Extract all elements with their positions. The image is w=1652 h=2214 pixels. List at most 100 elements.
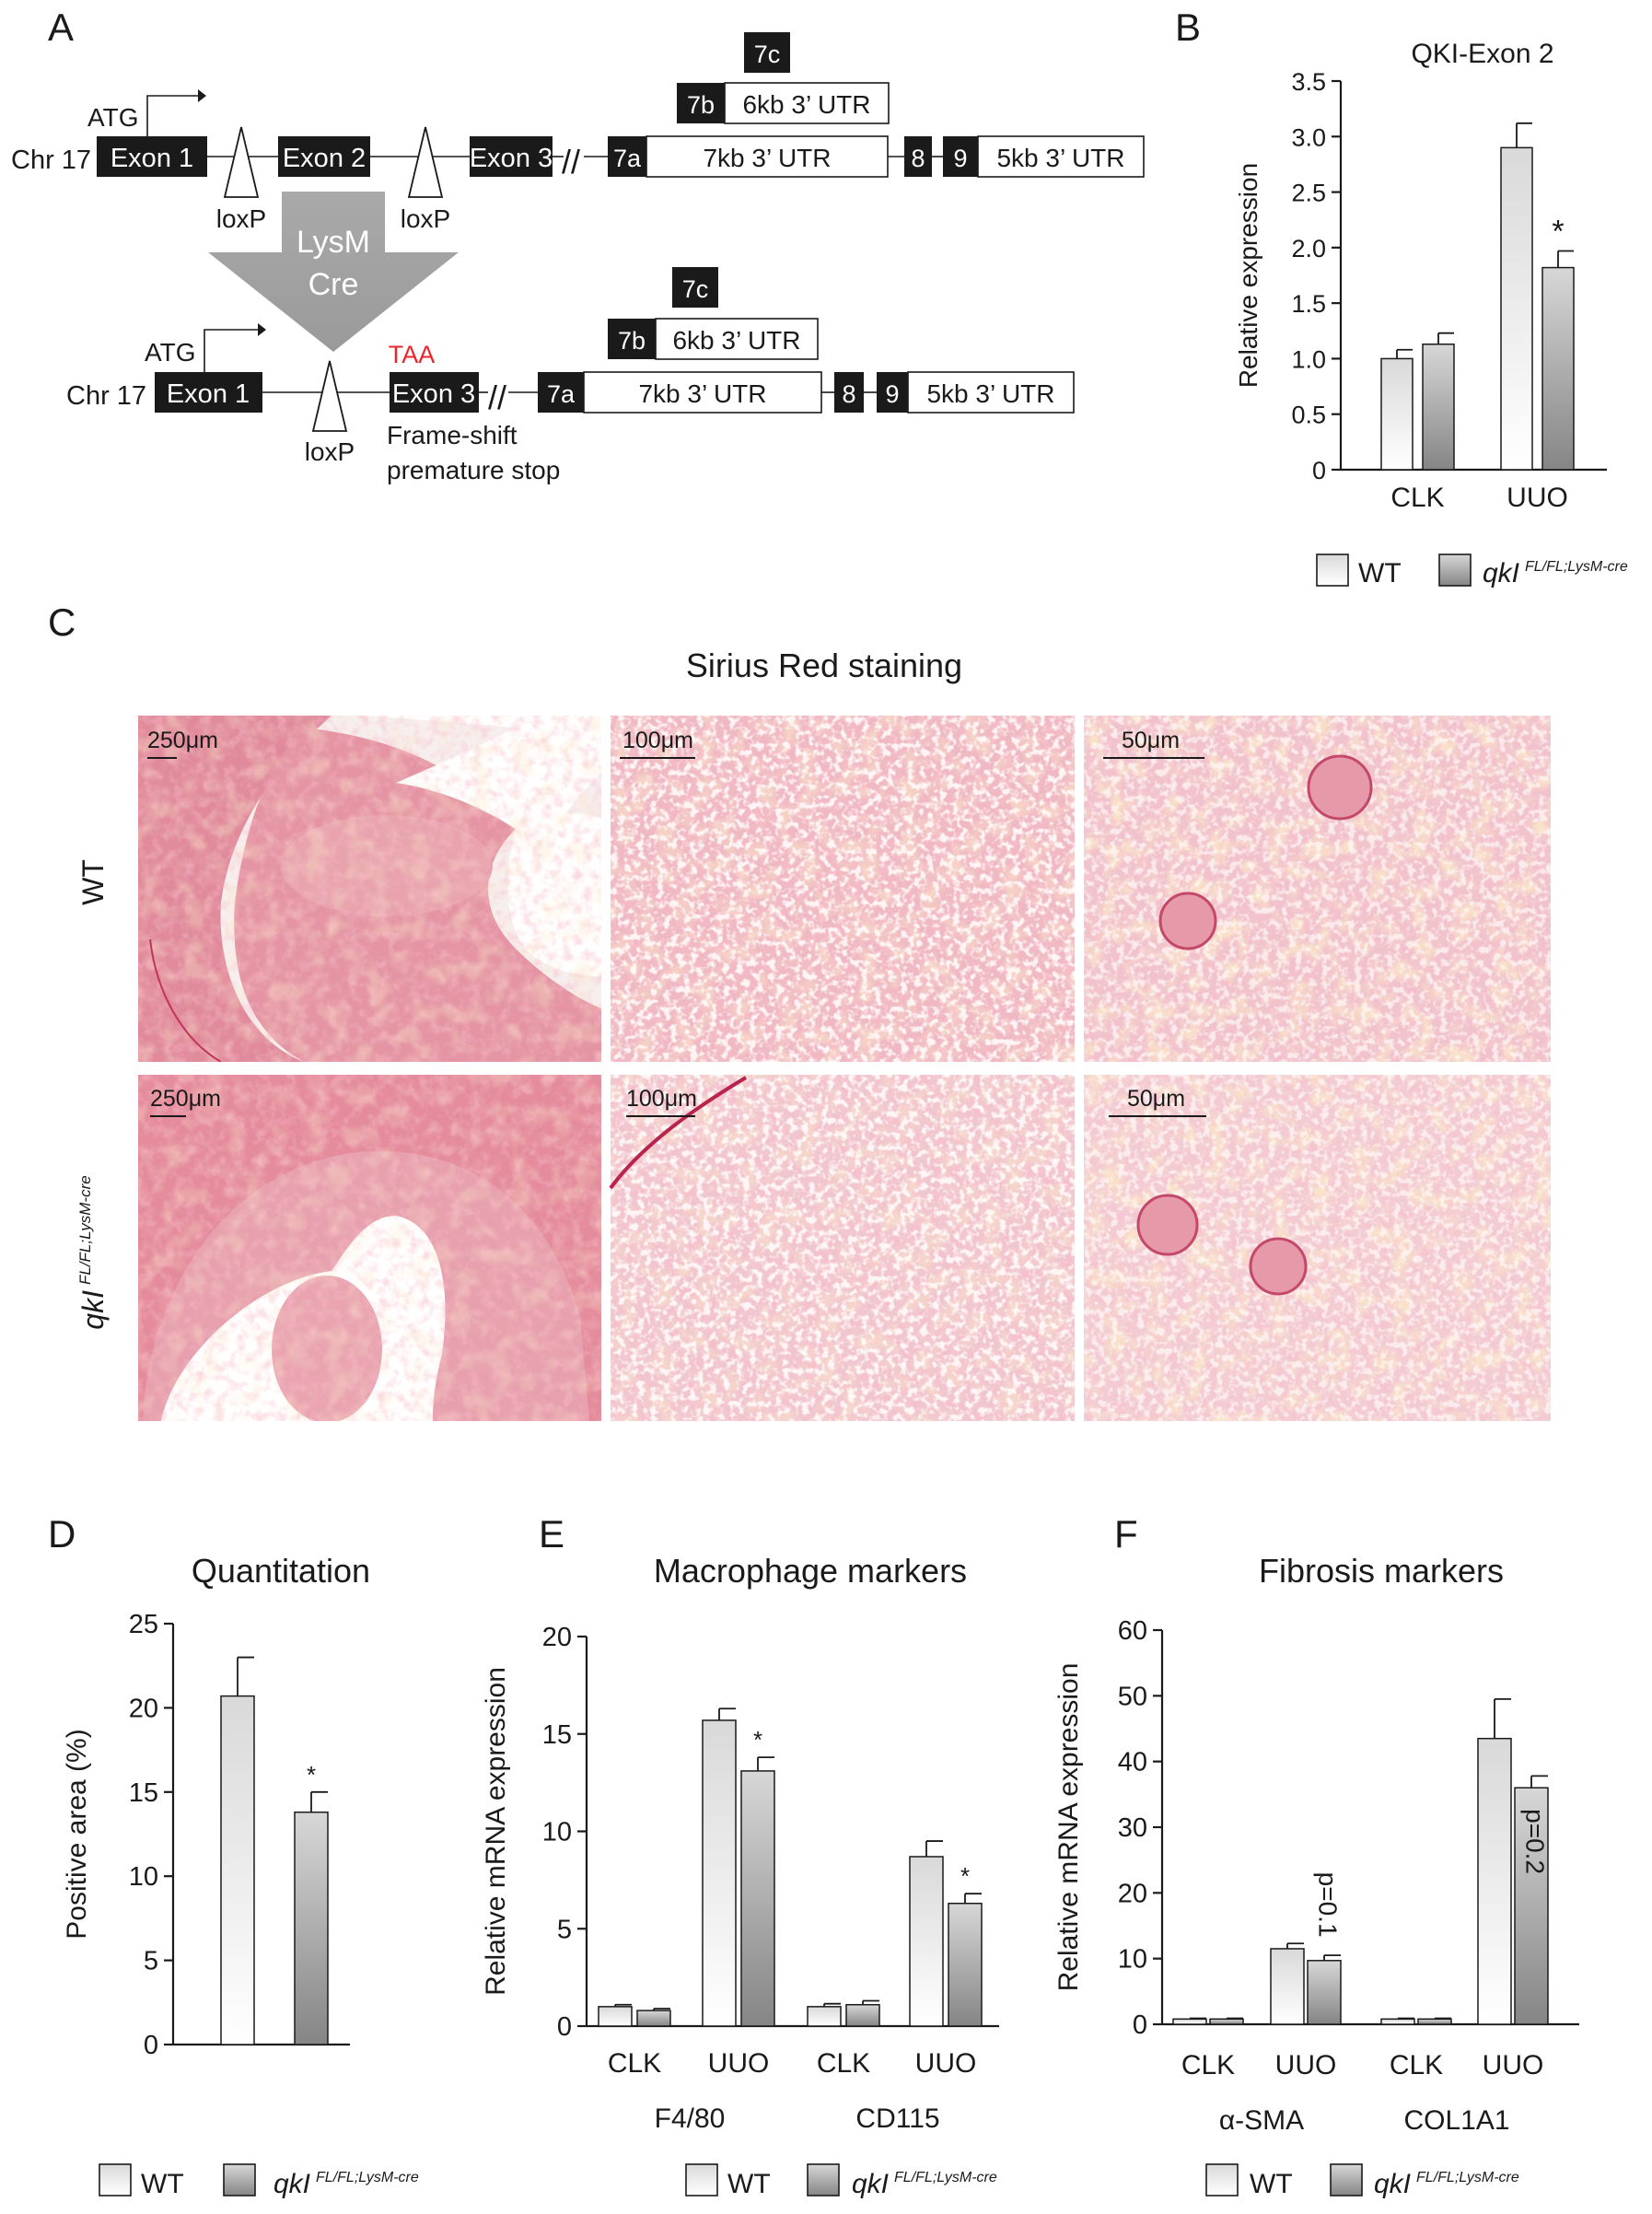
- loxp-ko-icon: [311, 360, 348, 432]
- exon-3-ko-box: [390, 372, 479, 413]
- x-category-label: CLK: [1390, 483, 1444, 513]
- y-tick-label: 0: [144, 2031, 158, 2060]
- x-category-label: UUO: [1507, 483, 1568, 513]
- histology-title: Sirius Red staining: [686, 647, 962, 684]
- bar: [1514, 1787, 1549, 2025]
- bar: [702, 1719, 737, 2027]
- frameshift-note-line1: Frame-shift: [387, 421, 518, 449]
- svg-text:WT: WT: [141, 2169, 184, 2199]
- cre-label-line2: Cre: [308, 267, 359, 302]
- svg-text:WT: WT: [1358, 558, 1402, 588]
- y-tick-label: 2.5: [1291, 180, 1326, 207]
- bar: [845, 2003, 880, 2027]
- bar: [294, 1811, 329, 2045]
- y-tick-label: 1.0: [1291, 345, 1326, 373]
- x-group-label: α-SMA: [1219, 2105, 1304, 2136]
- panel-letter-f: F: [1114, 1512, 1138, 1556]
- bar: [598, 2006, 633, 2027]
- micrograph-wt-250um: [138, 716, 601, 1062]
- micrograph-wt-50um: [1084, 716, 1551, 1062]
- x-category-label: UUO: [708, 2048, 770, 2079]
- atg-label-ko: ATG: [145, 338, 195, 367]
- break-mark-icon: //: [562, 143, 580, 181]
- cre-recombination-arrow: LysM Cre: [208, 192, 459, 352]
- svg-text:qkIFL/FL;LysM-cre: qkIFL/FL;LysM-cre: [273, 2169, 419, 2199]
- atg-label: ATG: [87, 103, 138, 132]
- y-axis-label: Relative mRNA expression: [481, 1667, 511, 1996]
- exon-8-label: 8: [911, 145, 925, 172]
- exon-7a-box: [608, 136, 646, 177]
- p-value-annotation: p=0.2: [1521, 1809, 1550, 1874]
- chromosome-label-ko: Chr 17: [66, 381, 146, 411]
- cre-label-line1: LysM: [297, 225, 370, 260]
- y-tick-label: 15: [542, 1720, 572, 1750]
- p-value-annotation: p=0.1: [1314, 1872, 1343, 1938]
- row-label-wt: WT: [76, 859, 110, 905]
- micrograph-ko-50um: [1084, 1075, 1551, 1421]
- bar: [1417, 2018, 1452, 2025]
- loxp-2-label: loxP: [401, 204, 450, 233]
- exon-7c-ko-label: 7c: [682, 275, 709, 303]
- exon-7b-ko-box: [608, 319, 656, 359]
- start-arrow-ko-icon: [204, 329, 258, 374]
- y-tick-label: 40: [1118, 1748, 1147, 1777]
- chart-title: Macrophage markers: [654, 1552, 967, 1590]
- chart-title: Fibrosis markers: [1259, 1552, 1504, 1590]
- exon-7c-box: [744, 32, 790, 73]
- legend-d: WT qkI FL/FL;LysM-cre: [99, 2163, 419, 2199]
- scalebar-wt-50: 50μm: [1103, 728, 1204, 759]
- svg-text:qkIFL/FL;LysM-cre: qkIFL/FL;LysM-cre: [76, 1175, 110, 1329]
- y-tick-label: 10: [542, 1818, 572, 1847]
- scalebar-wt-250: 250μm: [147, 728, 218, 759]
- frameshift-note-line2: premature stop: [387, 456, 560, 484]
- utr-9-box: [977, 135, 1145, 178]
- x-category-label: CLK: [817, 2048, 870, 2079]
- bar: [1172, 2018, 1207, 2025]
- x-category-label: CLK: [1181, 2050, 1235, 2080]
- utr-7a-label: 7kb 3’ UTR: [703, 144, 831, 172]
- panel-letter-b: B: [1175, 6, 1201, 49]
- svg-text:50μm: 50μm: [1122, 728, 1180, 753]
- utr-9-ko-label: 5kb 3’ UTR: [926, 379, 1054, 408]
- bar: [1270, 1948, 1305, 2025]
- y-tick-label: 60: [1118, 1616, 1147, 1646]
- panel-letter-e: E: [539, 1512, 564, 1556]
- chart-title: QKI-Exon 2: [1411, 39, 1553, 69]
- micrograph-ko-250um: [138, 1075, 601, 1421]
- exon-1-ko-box: [155, 372, 262, 413]
- gene-diagram-knockout: Chr 17 ATG // Exon 1 TAA Exon 3 7a 7kb 3…: [66, 267, 1075, 484]
- exon-9-label: 9: [953, 145, 967, 172]
- utr-9-label: 5kb 3’ UTR: [996, 144, 1124, 172]
- bar: [1307, 1960, 1342, 2025]
- x-group-label: F4/80: [655, 2103, 726, 2134]
- y-tick-label: 20: [1118, 1879, 1147, 1908]
- y-tick-label: 20: [129, 1694, 158, 1723]
- micrograph-wt-100um: [611, 716, 1075, 1062]
- x-category-label: UUO: [915, 2048, 977, 2079]
- y-axis-label: Positive area (%): [62, 1729, 92, 1939]
- bar: [807, 2006, 842, 2027]
- y-tick-label: 1.5: [1291, 290, 1326, 318]
- exon-8-box: [904, 136, 932, 177]
- legend-f: WT qkI FL/FL;LysM-cre: [1205, 2163, 1519, 2199]
- chromosome-label: Chr 17: [11, 146, 91, 175]
- legend-b: WT qkI FL/FL;LysM-cre: [1316, 554, 1628, 588]
- scalebar-wt-100: 100μm: [620, 728, 695, 759]
- y-tick-label: 15: [129, 1778, 158, 1808]
- significance-asterisk: *: [1552, 214, 1564, 249]
- y-tick-label: 30: [1118, 1813, 1147, 1843]
- bar: [740, 1770, 775, 2027]
- exon-7c-ko-box: [672, 267, 718, 308]
- y-tick-label: 20: [542, 1623, 572, 1652]
- y-tick-label: 3.0: [1291, 123, 1326, 151]
- exon-7c-label: 7c: [754, 41, 781, 68]
- exon-8-ko-box: [834, 372, 864, 413]
- y-tick-label: 3.5: [1291, 68, 1326, 96]
- chart-title: Quantitation: [192, 1552, 370, 1590]
- loxp-1-icon: [223, 126, 260, 198]
- bar: [1380, 2018, 1415, 2025]
- x-category-label: CLK: [1390, 2050, 1443, 2080]
- y-tick-label: 25: [129, 1610, 158, 1639]
- svg-text:WT: WT: [727, 2169, 771, 2199]
- chart-quantitation: Quantitation Positive area (%) 0 5 10 15 20 25 *: [62, 1552, 370, 2060]
